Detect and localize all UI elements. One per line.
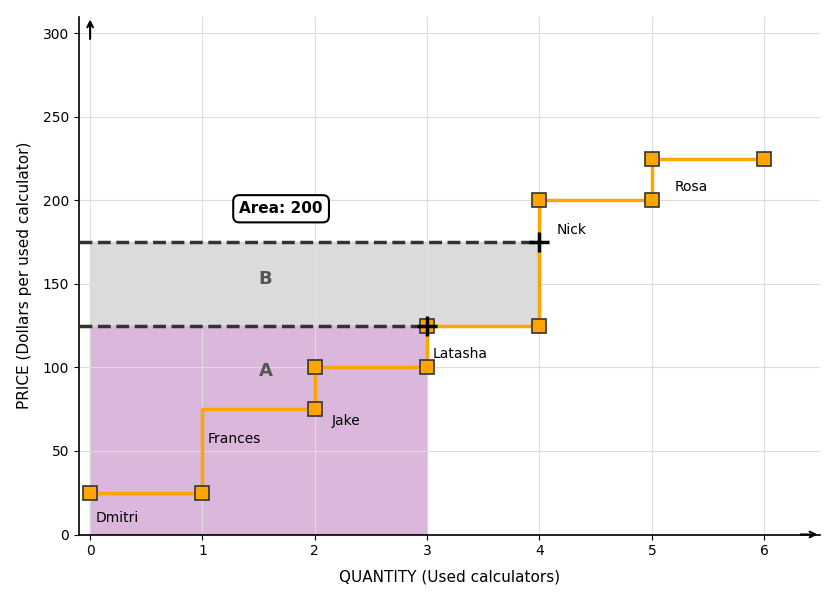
- Text: Dmitri: Dmitri: [95, 511, 139, 525]
- Y-axis label: PRICE (Dollars per used calculator): PRICE (Dollars per used calculator): [17, 142, 32, 409]
- Text: Nick: Nick: [556, 224, 586, 237]
- X-axis label: QUANTITY (Used calculators): QUANTITY (Used calculators): [339, 569, 559, 584]
- Text: Latasha: Latasha: [432, 347, 487, 361]
- Text: Area: 200: Area: 200: [239, 201, 323, 216]
- Text: Frances: Frances: [208, 432, 261, 447]
- Text: Jake: Jake: [331, 414, 360, 428]
- Text: A: A: [258, 362, 273, 380]
- Text: B: B: [258, 270, 272, 288]
- Text: Rosa: Rosa: [674, 180, 706, 194]
